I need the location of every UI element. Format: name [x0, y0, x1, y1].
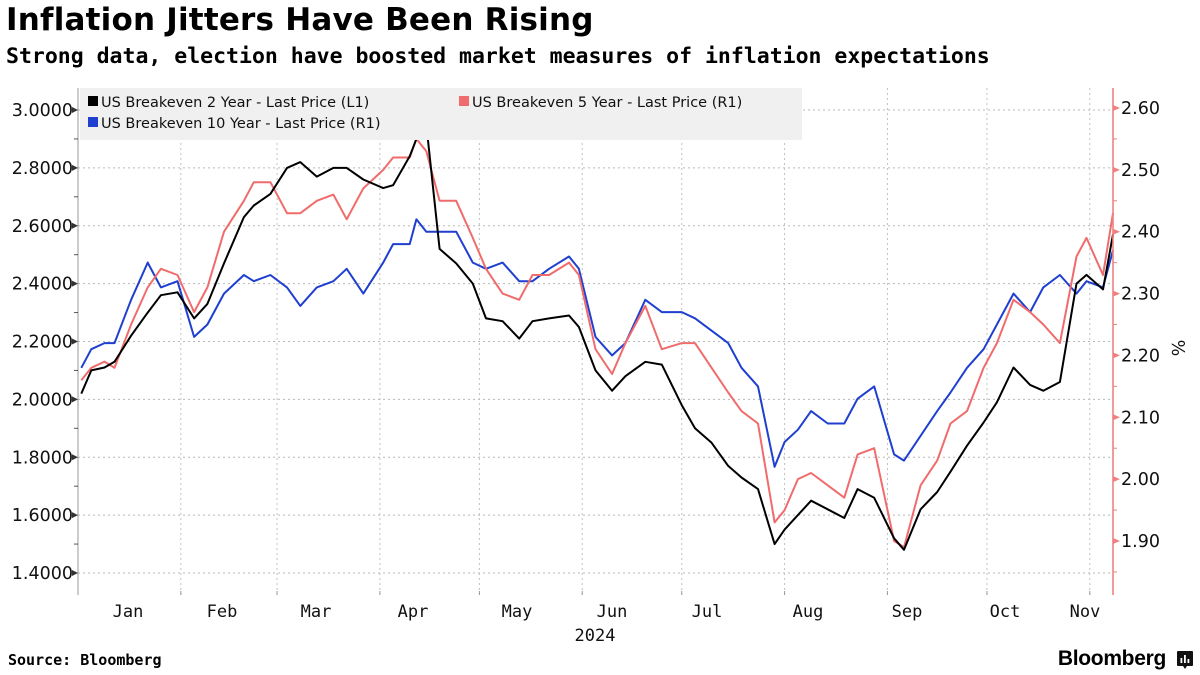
left-axis-tick-label: 1.8000 [12, 448, 73, 468]
right-axis-tick [1113, 476, 1120, 483]
right-axis-tick-label: 2.00 [1121, 470, 1160, 490]
legend-label-2y: US Breakeven 2 Year - Last Price (L1) [101, 95, 369, 111]
legend-swatch-2y [88, 96, 98, 106]
left-axis-tick-label: 2.0000 [12, 390, 73, 410]
right-axis-tick [1113, 166, 1120, 173]
chart-title: Inflation Jitters Have Been Rising [6, 2, 594, 38]
x-axis-month-label: Nov [1070, 602, 1101, 622]
left-axis-tick [72, 222, 78, 229]
right-axis-tick-label: 2.60 [1121, 99, 1160, 119]
gridlines [78, 88, 1113, 595]
series-line-2y [80, 123, 1114, 551]
right-axis-tick [1113, 352, 1120, 359]
left-axis-tick-label: 1.6000 [12, 506, 73, 526]
left-axis-tick [72, 338, 78, 345]
x-axis-month-label: Jul [692, 602, 723, 622]
x-axis-month-label: Sep [892, 602, 923, 622]
x-axis-month-label: Mar [301, 602, 332, 622]
source-note: Source: Bloomberg [8, 651, 162, 669]
right-axis-tick [1113, 290, 1120, 297]
left-axis-tick [72, 107, 78, 113]
right-axis-tick [1113, 538, 1120, 544]
right-axis-tick-label: 2.40 [1121, 223, 1160, 243]
right-axis-tick [1113, 105, 1120, 111]
x-axis-month-label: Feb [207, 602, 238, 622]
series-line-10y [80, 218, 1114, 468]
right-axis-tick-label: 2.10 [1121, 408, 1160, 428]
x-axis-year-label: 2024 [575, 626, 616, 646]
legend-label-5y: US Breakeven 5 Year - Last Price (R1) [472, 95, 742, 111]
legend: US Breakeven 2 Year - Last Price (L1) US… [80, 88, 802, 140]
left-axis-tick [72, 164, 78, 171]
legend-background [80, 88, 802, 140]
right-axis-unit-label: % [1167, 340, 1187, 357]
left-axis-tick-label: 2.8000 [12, 159, 73, 179]
left-axis-tick-label: 1.4000 [12, 564, 73, 584]
series-lines [80, 123, 1114, 551]
x-axis-month-label: Jan [113, 602, 144, 622]
legend-swatch-10y [88, 117, 98, 127]
left-axis-tick [72, 512, 78, 519]
left-axis-tick-label: 2.2000 [12, 333, 73, 353]
right-axis-tick-label: 2.20 [1121, 346, 1160, 366]
right-axis-tick-label: 1.90 [1121, 532, 1160, 552]
x-axis-month-label: Aug [793, 602, 824, 622]
right-axis-tick-label: 2.30 [1121, 285, 1160, 305]
left-axis-tick-label: 2.6000 [12, 217, 73, 237]
axes: 3.0000 2.8000 2.6000 2.4000 2.2000 2.0000 1.80… [12, 88, 1160, 622]
legend-swatch-5y [459, 96, 469, 106]
x-axis-month-label: Apr [398, 602, 429, 622]
legend-label-10y: US Breakeven 10 Year - Last Price (R1) [101, 116, 381, 132]
right-axis-tick [1113, 414, 1120, 421]
left-axis-tick [72, 454, 78, 461]
left-axis-tick-label: 3.0000 [12, 101, 73, 121]
left-axis-tick [72, 396, 78, 403]
left-axis-tick [72, 570, 78, 576]
bloomberg-logo-text: Bloomberg [1057, 647, 1166, 670]
series-line-5y [80, 137, 1114, 549]
bloomberg-terminal-icon [1177, 651, 1193, 669]
right-axis-tick-label: 2.50 [1121, 161, 1160, 181]
chart-subtitle: Strong data, election have boosted marke… [6, 44, 990, 69]
x-axis-month-label: Oct [990, 602, 1021, 622]
left-axis-tick [72, 280, 78, 287]
x-axis-month-label: Jun [597, 602, 628, 622]
left-axis-tick-label: 2.4000 [12, 275, 73, 295]
x-axis-month-label: May [502, 602, 533, 622]
right-axis-tick [1113, 228, 1120, 235]
